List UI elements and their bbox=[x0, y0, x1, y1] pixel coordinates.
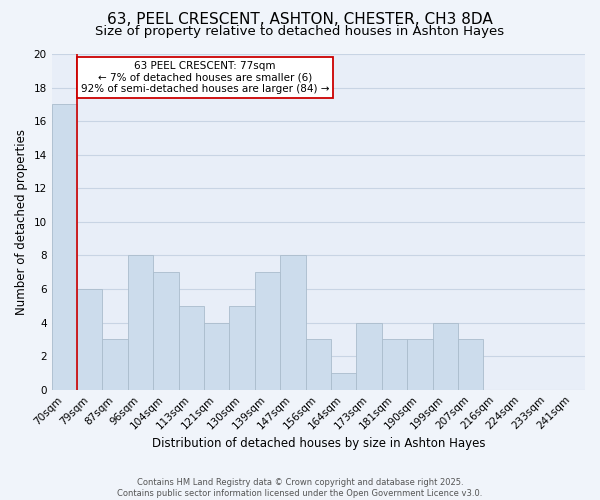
Bar bbox=[305, 340, 331, 390]
Bar bbox=[433, 322, 458, 390]
Bar bbox=[255, 272, 280, 390]
Bar bbox=[128, 256, 153, 390]
Bar bbox=[407, 340, 433, 390]
Bar bbox=[331, 373, 356, 390]
Text: 63, PEEL CRESCENT, ASHTON, CHESTER, CH3 8DA: 63, PEEL CRESCENT, ASHTON, CHESTER, CH3 … bbox=[107, 12, 493, 28]
Bar bbox=[229, 306, 255, 390]
Bar bbox=[77, 289, 103, 390]
Bar bbox=[52, 104, 77, 390]
Text: 63 PEEL CRESCENT: 77sqm
← 7% of detached houses are smaller (6)
92% of semi-deta: 63 PEEL CRESCENT: 77sqm ← 7% of detached… bbox=[81, 60, 329, 94]
Text: Contains HM Land Registry data © Crown copyright and database right 2025.
Contai: Contains HM Land Registry data © Crown c… bbox=[118, 478, 482, 498]
Bar bbox=[204, 322, 229, 390]
Y-axis label: Number of detached properties: Number of detached properties bbox=[15, 129, 28, 315]
X-axis label: Distribution of detached houses by size in Ashton Hayes: Distribution of detached houses by size … bbox=[152, 437, 485, 450]
Bar bbox=[382, 340, 407, 390]
Text: Size of property relative to detached houses in Ashton Hayes: Size of property relative to detached ho… bbox=[95, 25, 505, 38]
Bar bbox=[103, 340, 128, 390]
Bar bbox=[179, 306, 204, 390]
Bar bbox=[458, 340, 484, 390]
Bar bbox=[356, 322, 382, 390]
Bar bbox=[280, 256, 305, 390]
Bar bbox=[153, 272, 179, 390]
